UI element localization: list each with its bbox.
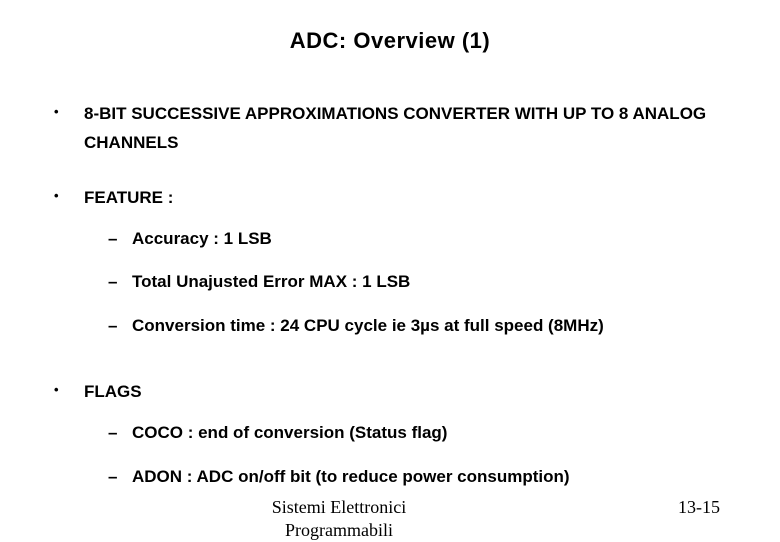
sub-bullet-item: COCO : end of conversion (Status flag) <box>108 421 740 445</box>
sub-bullet-text: COCO : end of conversion (Status flag) <box>132 423 447 442</box>
sub-bullet-text: Conversion time : 24 CPU cycle ie 3µs at… <box>132 316 604 335</box>
footer-center: Sistemi Elettronici Programmabili <box>0 497 678 540</box>
footer: Sistemi Elettronici Programmabili 13-15 <box>0 497 780 540</box>
bullet-list: 8-BIT SUCCESSIVE APPROXIMATIONS CONVERTE… <box>40 100 740 489</box>
sub-bullet-list: Accuracy : 1 LSB Total Unajusted Error M… <box>84 227 740 338</box>
bullet-text: 8-BIT SUCCESSIVE APPROXIMATIONS CONVERTE… <box>84 104 706 152</box>
bullet-item: FLAGS COCO : end of conversion (Status f… <box>54 378 740 488</box>
footer-line2: Programmabili <box>0 520 678 542</box>
bullet-item: 8-BIT SUCCESSIVE APPROXIMATIONS CONVERTE… <box>54 100 740 158</box>
bullet-text: FEATURE : <box>84 188 173 207</box>
footer-line1: Sistemi Elettronici <box>0 497 678 519</box>
sub-bullet-item: Total Unajusted Error MAX : 1 LSB <box>108 270 740 294</box>
bullet-item: FEATURE : Accuracy : 1 LSB Total Unajust… <box>54 184 740 338</box>
sub-bullet-item: Accuracy : 1 LSB <box>108 227 740 251</box>
sub-bullet-text: Accuracy : 1 LSB <box>132 229 272 248</box>
sub-bullet-item: Conversion time : 24 CPU cycle ie 3µs at… <box>108 314 740 338</box>
sub-bullet-text: Total Unajusted Error MAX : 1 LSB <box>132 272 410 291</box>
slide-title: ADC: Overview (1) <box>40 28 740 54</box>
slide: ADC: Overview (1) 8-BIT SUCCESSIVE APPRO… <box>0 0 780 540</box>
sub-bullet-text: ADON : ADC on/off bit (to reduce power c… <box>132 467 570 486</box>
sub-bullet-list: COCO : end of conversion (Status flag) A… <box>84 421 740 489</box>
footer-page-number: 13-15 <box>678 497 720 518</box>
bullet-text: FLAGS <box>84 382 142 401</box>
sub-bullet-item: ADON : ADC on/off bit (to reduce power c… <box>108 465 740 489</box>
